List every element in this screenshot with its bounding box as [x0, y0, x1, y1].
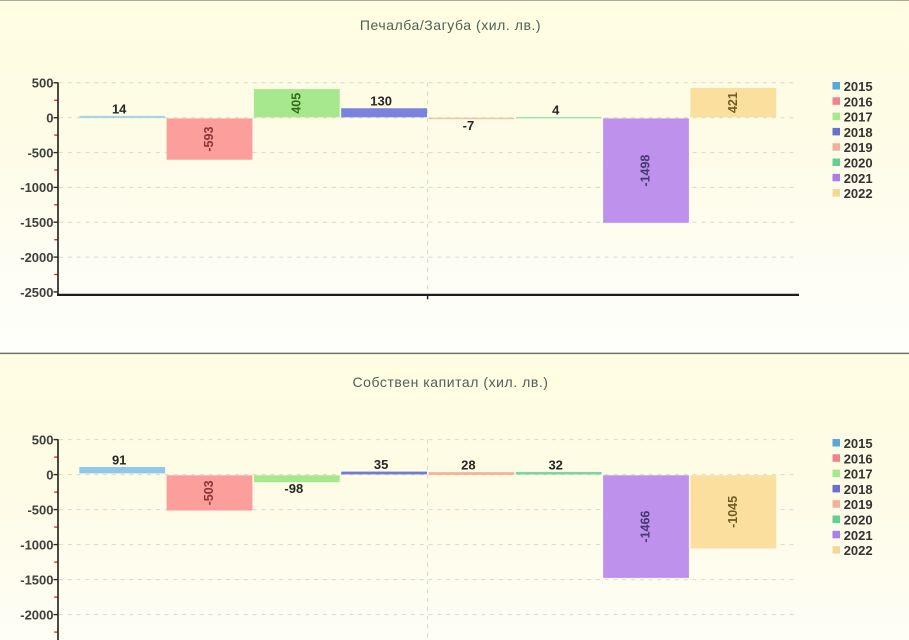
svg-text:500: 500 — [32, 432, 54, 447]
svg-text:-2000: -2000 — [20, 607, 53, 622]
svg-text:-2000: -2000 — [20, 250, 53, 265]
svg-text:2020: 2020 — [844, 156, 873, 171]
svg-text:0: 0 — [46, 467, 53, 482]
svg-text:-1498: -1498 — [639, 155, 653, 187]
svg-text:28: 28 — [461, 458, 475, 473]
svg-text:0: 0 — [46, 111, 53, 126]
svg-text:32: 32 — [548, 457, 562, 472]
svg-text:2022: 2022 — [844, 543, 873, 558]
svg-text:35: 35 — [374, 457, 388, 472]
svg-text:-1500: -1500 — [20, 572, 53, 587]
svg-text:405: 405 — [289, 93, 303, 114]
svg-text:2021: 2021 — [844, 528, 873, 543]
svg-text:2019: 2019 — [844, 140, 873, 155]
svg-text:-2500: -2500 — [20, 285, 53, 300]
svg-text:2018: 2018 — [844, 482, 873, 497]
svg-text:14: 14 — [112, 101, 127, 116]
svg-text:2019: 2019 — [844, 497, 873, 512]
svg-text:130: 130 — [370, 94, 392, 109]
svg-text:-98: -98 — [284, 481, 303, 496]
svg-text:-1000: -1000 — [20, 180, 53, 195]
svg-text:Печалба/Загуба (хил. лв.): Печалба/Загуба (хил. лв.) — [360, 17, 541, 33]
svg-text:2016: 2016 — [844, 94, 873, 109]
svg-text:421: 421 — [726, 92, 740, 113]
svg-text:-500: -500 — [27, 502, 53, 517]
svg-text:2022: 2022 — [844, 186, 873, 201]
svg-text:2015: 2015 — [844, 436, 873, 451]
svg-text:2017: 2017 — [844, 467, 873, 482]
svg-text:2017: 2017 — [844, 110, 873, 125]
svg-text:-500: -500 — [27, 145, 53, 160]
svg-text:-503: -503 — [202, 480, 216, 505]
svg-text:2021: 2021 — [844, 171, 873, 186]
svg-text:2020: 2020 — [844, 513, 873, 528]
svg-text:2015: 2015 — [844, 79, 873, 94]
svg-text:-1466: -1466 — [639, 511, 653, 543]
svg-text:-1500: -1500 — [20, 215, 53, 230]
svg-text:Собствен капитал (хил. лв.): Собствен капитал (хил. лв.) — [352, 374, 548, 390]
svg-text:4: 4 — [552, 102, 560, 117]
svg-text:-593: -593 — [202, 127, 216, 152]
svg-text:-1000: -1000 — [20, 537, 53, 552]
svg-text:500: 500 — [32, 76, 54, 91]
svg-text:2016: 2016 — [844, 451, 873, 466]
svg-text:2018: 2018 — [844, 125, 873, 140]
svg-text:-7: -7 — [463, 118, 475, 133]
svg-text:-1045: -1045 — [726, 496, 740, 528]
svg-text:91: 91 — [112, 453, 126, 468]
